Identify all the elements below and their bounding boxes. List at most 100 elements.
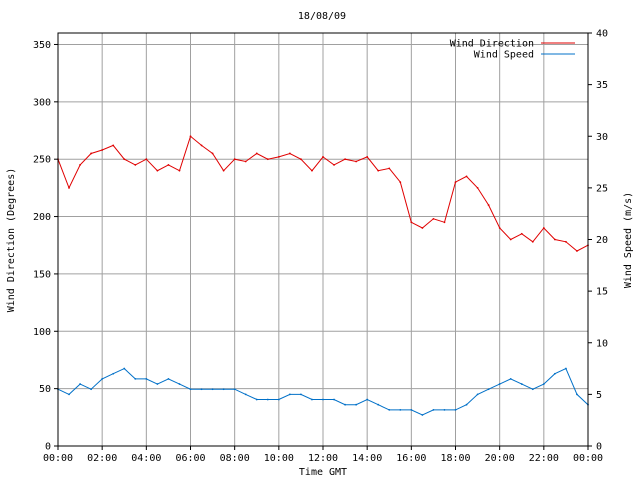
y-right-tick-label: 25 bbox=[596, 183, 608, 194]
wind-direction-point bbox=[366, 156, 369, 158]
wind-speed-point bbox=[487, 388, 490, 391]
wind-speed-point bbox=[79, 383, 81, 385]
wind-speed-point bbox=[443, 408, 446, 411]
wind-speed-point bbox=[68, 393, 70, 396]
wind-direction-point bbox=[255, 152, 258, 155]
wind-direction-point bbox=[487, 204, 490, 206]
wind-direction-point bbox=[90, 152, 93, 155]
wind-direction-point bbox=[410, 221, 413, 224]
wind-direction-point bbox=[145, 158, 148, 161]
wind-speed-point bbox=[244, 393, 247, 396]
wind-speed-point bbox=[344, 403, 346, 406]
wind-direction-point bbox=[421, 227, 424, 229]
y-left-tick-label: 50 bbox=[39, 384, 51, 395]
wind-speed-point bbox=[178, 383, 181, 385]
wind-direction-point bbox=[454, 181, 457, 184]
wind-speed-point bbox=[399, 408, 402, 411]
wind-direction-point bbox=[79, 164, 81, 166]
wind-speed-point bbox=[333, 398, 335, 401]
y-left-tick-label: 100 bbox=[33, 327, 51, 338]
wind-direction-point bbox=[112, 144, 115, 147]
legend-label-wind-speed: Wind Speed bbox=[474, 50, 534, 61]
x-tick-label: 00:00 bbox=[43, 453, 73, 464]
wind-direction-point bbox=[355, 160, 358, 163]
x-tick-label: 12:00 bbox=[308, 453, 338, 464]
wind-speed-point bbox=[189, 388, 192, 391]
wind-direction-point bbox=[134, 164, 137, 166]
wind-direction-point bbox=[222, 169, 225, 172]
wind-speed-point bbox=[454, 408, 457, 411]
legend-label-wind-direction: Wind Direction bbox=[450, 39, 534, 50]
wind-speed-point bbox=[277, 398, 280, 401]
wind-speed-point bbox=[156, 383, 159, 385]
x-tick-label: 20:00 bbox=[485, 453, 515, 464]
wind-speed-point bbox=[553, 372, 556, 375]
wind-speed-point bbox=[421, 414, 424, 416]
wind-speed-point bbox=[134, 377, 137, 380]
wind-direction-point bbox=[576, 250, 578, 252]
wind-direction-point bbox=[553, 238, 556, 241]
y-right-axis-label: Wind Speed (m/s) bbox=[623, 192, 634, 288]
wind-speed-point bbox=[355, 403, 358, 406]
x-tick-labels: 00:00 02:00 04:00 06:00 08:00 10:00 12:00 14:00… bbox=[43, 446, 603, 464]
wind-direction-point bbox=[167, 164, 170, 166]
wind-direction-point bbox=[565, 240, 567, 243]
wind-speed-point bbox=[322, 398, 324, 401]
wind-direction-point bbox=[211, 152, 214, 155]
wind-direction-point bbox=[465, 175, 468, 178]
wind-direction-point bbox=[288, 152, 291, 155]
wind-direction-point bbox=[277, 156, 280, 158]
wind-direction-point bbox=[178, 169, 181, 172]
wind-direction-point bbox=[399, 181, 402, 184]
wind-direction-point bbox=[476, 186, 479, 189]
y-right-tick-label: 30 bbox=[596, 132, 608, 143]
wind-speed-point bbox=[211, 388, 214, 391]
x-tick-label: 04:00 bbox=[131, 453, 161, 464]
x-tick-label: 22:00 bbox=[529, 453, 559, 464]
wind-direction-point bbox=[531, 240, 534, 243]
y-left-tick-label: 150 bbox=[33, 269, 51, 280]
wind-direction-point bbox=[189, 135, 192, 138]
wind-direction-point bbox=[68, 186, 70, 189]
wind-speed-point bbox=[233, 388, 236, 391]
y-left-tick-label: 200 bbox=[33, 212, 51, 223]
y-right-tick-label: 20 bbox=[596, 235, 608, 246]
wind-speed-point bbox=[145, 377, 148, 380]
wind-speed-point bbox=[101, 377, 104, 380]
wind-direction-point bbox=[377, 169, 380, 172]
y-right-tick-label: 5 bbox=[596, 390, 602, 401]
x-tick-label: 14:00 bbox=[352, 453, 382, 464]
y-right-tick-label: 35 bbox=[596, 80, 608, 91]
wind-speed-point bbox=[288, 393, 291, 396]
y-left-tick-label: 350 bbox=[33, 40, 51, 51]
wind-speed-point bbox=[465, 403, 468, 406]
wind-speed-point bbox=[509, 377, 512, 380]
x-axis-label: Time GMT bbox=[299, 467, 347, 478]
wind-speed-point bbox=[531, 388, 534, 391]
y-right-tick-label: 10 bbox=[596, 338, 608, 349]
x-tick-label: 02:00 bbox=[87, 453, 117, 464]
wind-speed-point bbox=[311, 398, 313, 401]
x-tick-label: 08:00 bbox=[220, 453, 250, 464]
wind-direction-point bbox=[244, 160, 247, 163]
wind-direction-point bbox=[443, 221, 446, 224]
wind-direction-point bbox=[233, 158, 236, 161]
wind-speed-point bbox=[565, 367, 567, 370]
wind-direction-point bbox=[123, 158, 126, 161]
y-right-tick-label: 15 bbox=[596, 287, 608, 298]
chart-title: 18/08/09 bbox=[298, 11, 346, 22]
wind-speed-point bbox=[476, 393, 479, 396]
wind-speed-point bbox=[542, 383, 545, 385]
wind-direction-point bbox=[432, 217, 435, 220]
wind-speed-point bbox=[377, 403, 380, 406]
wind-direction-point bbox=[101, 149, 104, 151]
wind-direction-point bbox=[520, 232, 523, 235]
y-left-axis-label: Wind Direction (Degrees) bbox=[6, 168, 17, 313]
wind-direction-point bbox=[388, 167, 391, 170]
y-right-tick-label: 40 bbox=[596, 29, 608, 40]
y-left-tick-label: 250 bbox=[33, 155, 51, 166]
x-tick-label: 06:00 bbox=[175, 453, 205, 464]
wind-speed-point bbox=[432, 408, 435, 411]
